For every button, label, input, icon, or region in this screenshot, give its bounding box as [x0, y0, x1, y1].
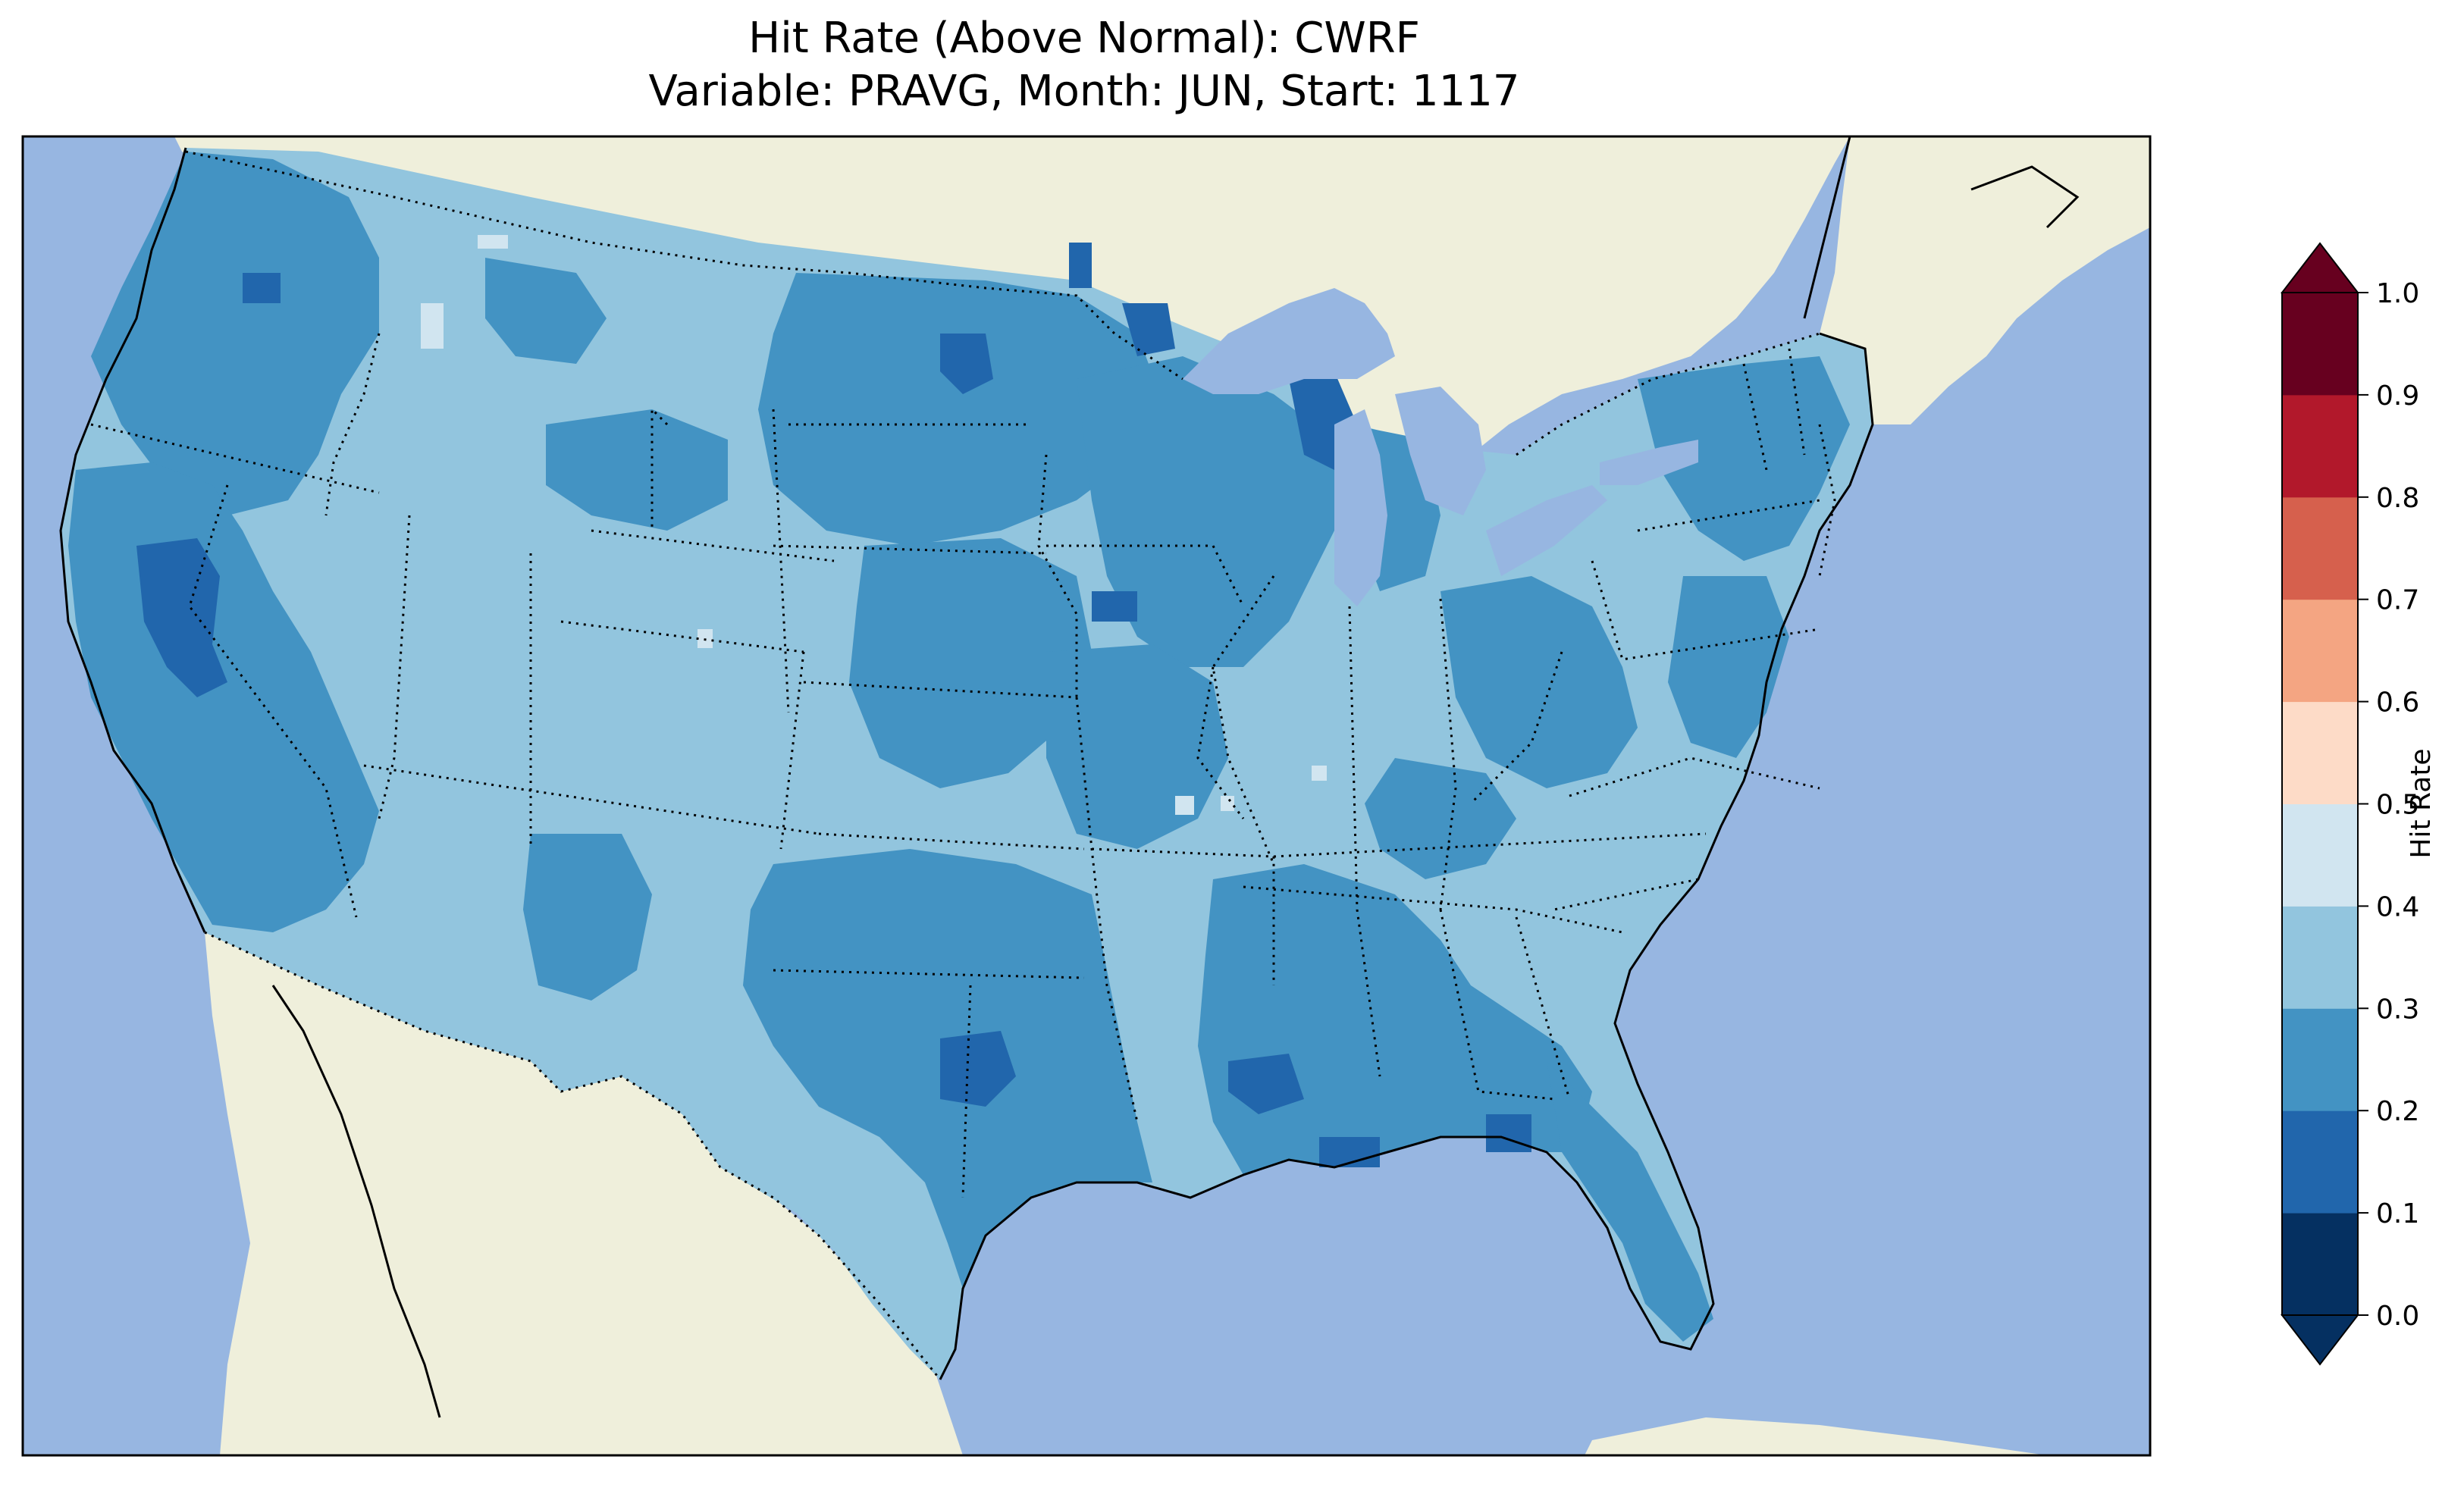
cuba-land — [1585, 1417, 2047, 1455]
colorbar-tick-label: 0.5 — [2376, 790, 2419, 821]
colorbar-ticks: 0.0 0.1 0.2 0.3 0.4 0.5 0.6 0.7 0.8 0.9 1.0 — [2358, 278, 2419, 1332]
colorbar-tick-label: 0.7 — [2376, 585, 2419, 616]
colorbar-tick-label: 0.3 — [2376, 994, 2419, 1025]
great-lakes — [1183, 288, 1698, 606]
colorbar-tick-label: 0.2 — [2376, 1096, 2419, 1127]
country-borders — [185, 150, 1820, 1380]
colorbar-segment — [2282, 1008, 2358, 1111]
colorbar-tick-label: 0.1 — [2376, 1198, 2419, 1229]
baja-peninsula — [273, 985, 440, 1417]
colorbar-segment — [2282, 1110, 2358, 1214]
lake-superior — [1183, 288, 1395, 394]
colorbar-segment — [2282, 293, 2358, 396]
colorbar-segment — [2282, 1213, 2358, 1316]
lake-huron — [1395, 387, 1486, 515]
lake-erie — [1486, 485, 1607, 576]
lake-ontario — [1600, 440, 1698, 485]
map-panel — [23, 136, 2150, 1455]
colorbar-segments — [2282, 293, 2358, 1316]
colorbar-segment — [2282, 496, 2358, 600]
state-borders — [90, 333, 1836, 1198]
colorbar-segment — [2282, 906, 2358, 1009]
coastlines — [59, 136, 2080, 1418]
colorbar-label: Hit Rate — [2406, 748, 2437, 858]
map-title: Hit Rate (Above Normal): CWRF — [748, 14, 1420, 63]
colorbar-tick-label: 0.6 — [2376, 687, 2419, 719]
lake-michigan — [1334, 409, 1387, 606]
colorbar-tick-label: 0.9 — [2376, 381, 2419, 412]
colorbar-extend-top — [2280, 242, 2360, 293]
colorbar-extend-bottom — [2280, 1314, 2360, 1366]
colorbar-tick-label: 0.4 — [2376, 891, 2419, 922]
colorbar-segment — [2282, 394, 2358, 498]
colorbar: 0.0 0.1 0.2 0.3 0.4 0.5 0.6 0.7 0.8 0.9 1.0 Hit Ra… — [2280, 242, 2437, 1366]
colorbar-segment — [2282, 803, 2358, 907]
colorbar-segment — [2282, 701, 2358, 804]
map-frame — [21, 135, 2152, 1457]
colorbar-tick-label: 1.0 — [2376, 278, 2419, 309]
colorbar-tick-label: 0.8 — [2376, 483, 2419, 514]
bin-0.4-0.5-specks — [421, 235, 1327, 815]
colorbar-segment — [2282, 599, 2358, 703]
colorbar-tick-label: 0.0 — [2376, 1301, 2419, 1332]
bin-0.1-0.2-regions — [136, 243, 1531, 1167]
map-subtitle: Variable: PRAVG, Month: JUN, Start: 1117 — [648, 67, 1520, 116]
